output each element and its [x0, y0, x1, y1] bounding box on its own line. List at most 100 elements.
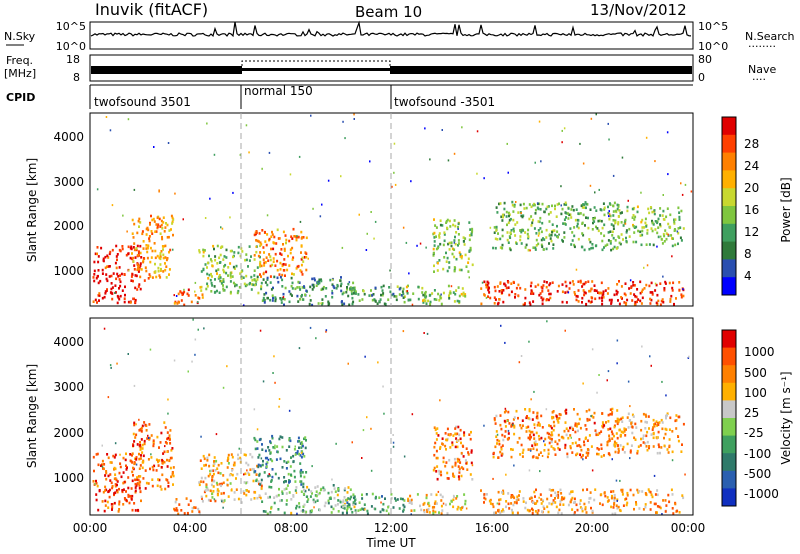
velocity-cell: [127, 493, 130, 497]
power-cell: [291, 237, 294, 240]
velocity-cell: [213, 460, 216, 463]
power-cell: [354, 290, 357, 293]
power-cell: [369, 160, 371, 163]
velocity-cell: [211, 492, 214, 495]
power-cell: [571, 231, 574, 234]
power-cell: [302, 236, 305, 239]
velocity-cell: [483, 496, 486, 500]
velocity-cell: [114, 483, 117, 486]
power-cell: [180, 299, 183, 302]
power-cell: [502, 300, 505, 304]
velocity-cell: [531, 512, 534, 515]
power-cell: [540, 238, 543, 242]
power-cell: [147, 277, 150, 280]
power-cell: [529, 303, 532, 306]
power-cell: [393, 142, 396, 145]
velocity-cell: [674, 419, 677, 423]
power-cell: [393, 171, 395, 174]
velocity-cell: [301, 444, 304, 448]
power-cell: [663, 288, 666, 292]
velocity-cell: [167, 412, 169, 415]
velocity-cell: [204, 489, 207, 492]
velocity-cell: [507, 410, 510, 414]
velocity-cell: [616, 436, 619, 440]
power-cell: [134, 298, 137, 302]
power-cell: [94, 298, 97, 302]
velocity-cell: [458, 469, 461, 472]
power-cell: [219, 246, 222, 249]
power-cell: [576, 295, 579, 298]
velocity-cell: [289, 439, 292, 443]
velocity-cell: [287, 472, 290, 476]
power-cell: [670, 294, 673, 298]
power-cell: [259, 265, 261, 268]
velocity-cell: [333, 496, 336, 500]
velocity-cell: [330, 490, 333, 494]
power-cell: [616, 291, 619, 294]
power-cell: [433, 264, 435, 268]
velocity-cell: [554, 501, 557, 504]
velocity-cell: [283, 480, 285, 484]
velocity-cell: [458, 467, 461, 471]
velocity-cell: [540, 414, 543, 418]
velocity-cell: [571, 508, 574, 511]
velocity-cell: [281, 436, 284, 439]
power-cell: [588, 289, 591, 293]
noise-frame: [89, 21, 694, 50]
velocity-cell: [532, 455, 535, 458]
power-cell: [431, 292, 434, 295]
velocity-cell: [211, 476, 214, 479]
power-cell: [600, 208, 603, 212]
power-cell: [118, 278, 121, 281]
velocity-cell: [226, 478, 229, 482]
velocity-cell: [640, 419, 643, 423]
power-cell: [291, 246, 294, 250]
power-cell: [154, 230, 157, 233]
velocity-cell: [231, 473, 234, 477]
power-cell: [508, 214, 510, 218]
power-cell: [659, 224, 662, 228]
power-cell: [577, 212, 580, 215]
power-cell: [517, 283, 520, 287]
velocity-cell: [653, 502, 656, 506]
power-cell: [212, 244, 215, 248]
power-cell: [97, 255, 100, 258]
power-cell: [573, 234, 576, 238]
power-cell: [631, 299, 634, 302]
power-cell: [295, 267, 298, 270]
power-cell: [639, 299, 642, 303]
power-cell: [158, 217, 161, 221]
power-cell: [130, 245, 133, 249]
power-cell: [527, 248, 530, 252]
velocity-cell: [498, 442, 501, 446]
power-cell: [533, 227, 536, 230]
power-cell: [551, 204, 553, 208]
velocity-cell: [260, 487, 263, 490]
freq-label-line2: [MHz]: [4, 67, 36, 80]
velocity-cell: [589, 496, 592, 500]
power-cell: [532, 246, 535, 249]
velocity-cell: [561, 435, 564, 439]
power-cell: [551, 223, 554, 226]
velocity-cell: [302, 482, 305, 486]
velocity-cell: [626, 501, 629, 505]
velocity-cell: [453, 475, 456, 478]
velocity-cell: [535, 456, 538, 459]
velocity-cell: [655, 511, 657, 514]
power-cell: [673, 302, 675, 306]
velocity-cell: [311, 465, 313, 468]
power-cell: [534, 248, 537, 251]
velocity-cell: [571, 451, 574, 454]
velocity-cell: [554, 453, 557, 456]
velocity-cell: [256, 440, 259, 443]
velocity-cell: [134, 490, 137, 494]
power-cell: [509, 231, 512, 235]
velocity-cell: [245, 461, 248, 465]
power-cell: [297, 264, 300, 268]
velocity-cell: [658, 505, 661, 509]
velocity-cell: [632, 415, 635, 418]
power-cell: [305, 255, 308, 259]
power-cell: [557, 284, 560, 288]
velocity-cell: [342, 505, 345, 509]
velocity-cell: [304, 446, 307, 450]
